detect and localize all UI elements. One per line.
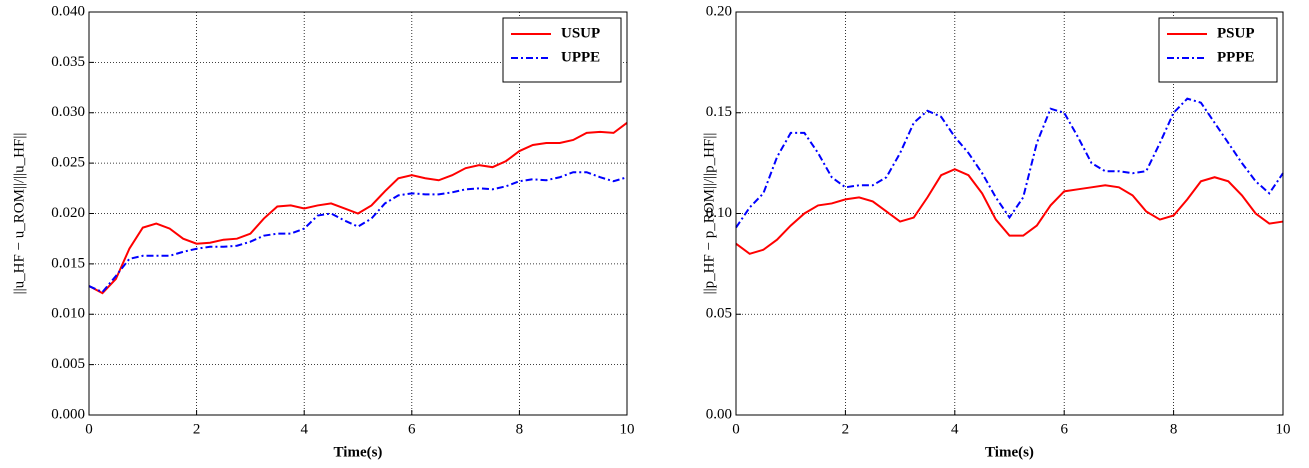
plot-frame xyxy=(88,11,628,416)
x-tick-label: 2 xyxy=(193,421,201,437)
y-tick-label: 0.010 xyxy=(51,306,85,322)
plot-frame xyxy=(735,11,1284,416)
x-tick-label: 0 xyxy=(85,421,93,437)
data-line xyxy=(735,168,1284,255)
y-tick-label: 0.040 xyxy=(51,3,85,19)
data-line xyxy=(735,97,1284,229)
legend-label: UPPE xyxy=(561,49,600,65)
y-axis-label: ||u_HF − u_ROM||/||u_HF|| xyxy=(11,133,27,295)
x-tick-label: 4 xyxy=(951,421,959,437)
x-tick-label: 6 xyxy=(1060,421,1068,437)
y-axis-label: ||p_HF − p_ROM||/||p_HF|| xyxy=(701,133,717,295)
y-tick-label: 0.035 xyxy=(51,54,85,70)
subplot: 0 2 4 6 8 10 0.00 0.05 0.10 0.15 0.20 Time(s) ||p_HF… xyxy=(701,3,1290,460)
y-tick-label: 0.20 xyxy=(706,3,732,19)
data-line xyxy=(88,171,628,294)
legend-box xyxy=(1158,17,1278,83)
y-tick-label: 0.15 xyxy=(706,104,732,120)
x-tick-label: 10 xyxy=(1276,421,1291,437)
x-tick-label: 8 xyxy=(516,421,524,437)
y-tick-label: 0.000 xyxy=(51,406,85,422)
x-axis-label: Time(s) xyxy=(334,444,383,460)
x-tick-label: 10 xyxy=(620,421,635,437)
y-tick-label: 0.005 xyxy=(51,356,85,372)
legend-box xyxy=(502,17,622,83)
y-tick-label: 0.020 xyxy=(51,205,85,221)
y-tick-label: 0.015 xyxy=(51,255,85,271)
y-tick-label: 0.00 xyxy=(706,406,732,422)
x-tick-label: 6 xyxy=(408,421,416,437)
y-tick-label: 0.025 xyxy=(51,155,85,171)
y-tick-label: 0.030 xyxy=(51,104,85,120)
y-tick-label: 0.10 xyxy=(706,205,732,221)
y-tick-label: 0.05 xyxy=(706,306,732,322)
x-tick-label: 8 xyxy=(1170,421,1178,437)
legend-label: PPPE xyxy=(1217,49,1255,65)
legend-label: PSUP xyxy=(1217,25,1255,41)
x-tick-label: 0 xyxy=(732,421,740,437)
x-tick-label: 4 xyxy=(300,421,308,437)
subplot: 0 2 4 6 8 10 0.000 0.005 0.010 0.015 0.020 0.025 0.0… xyxy=(11,3,634,460)
data-line xyxy=(88,122,628,295)
legend-label: USUP xyxy=(561,25,600,41)
x-axis-label: Time(s) xyxy=(985,444,1034,460)
x-tick-label: 2 xyxy=(842,421,850,437)
